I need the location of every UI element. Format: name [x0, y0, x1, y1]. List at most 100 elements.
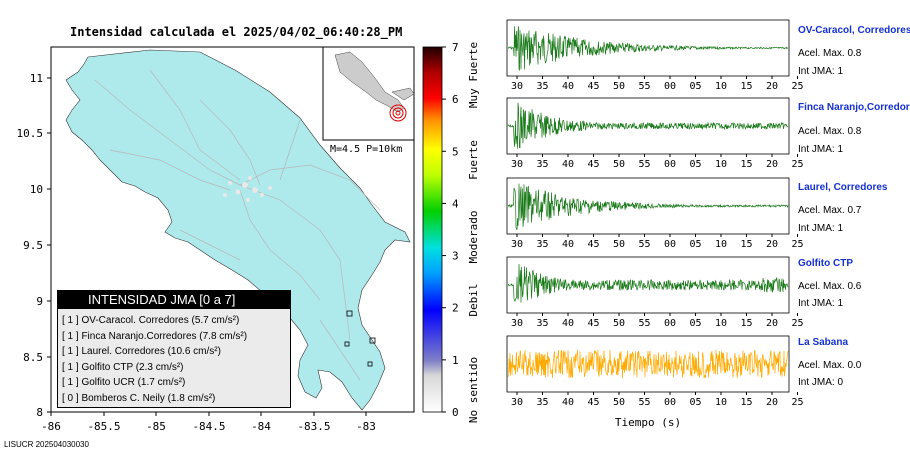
- legend-item: [ 1 ] Golfito CTP (2.3 cm/s²): [62, 361, 184, 373]
- waveform-x-tick-label: 25: [791, 397, 803, 408]
- map-y-tick-label: 10.5: [17, 127, 44, 140]
- waveform-x-tick-label: 00: [664, 159, 676, 170]
- waveform-x-tick-label: 50: [613, 318, 625, 329]
- waveform-x-tick-label: 35: [536, 81, 548, 92]
- colorbar-tick-label: 6: [452, 93, 459, 106]
- station-name: Laurel, Corredores: [798, 182, 888, 193]
- map-y-tick-label: 11: [30, 72, 43, 85]
- waveform-x-tick-label: 15: [740, 159, 752, 170]
- colorbar-category-label: Muy Fuerte: [467, 42, 480, 108]
- waveform-x-tick-label: 55: [638, 81, 650, 92]
- waveform-trace: [507, 102, 789, 149]
- waveform-x-tick-label: 55: [638, 239, 650, 250]
- colorbar-category-label: Moderado: [467, 211, 480, 264]
- waveform-x-tick-label: 00: [664, 397, 676, 408]
- waveform-x-tick-label: 40: [562, 81, 574, 92]
- epicenter-marker: [389, 104, 407, 122]
- waveform-x-tick-label: 30: [511, 239, 523, 250]
- waveform-x-tick-label: 20: [766, 81, 778, 92]
- station-name: Golfito CTP: [798, 258, 853, 269]
- waveform-x-tick-label: 45: [587, 318, 599, 329]
- waveform-x-tick-label: 30: [511, 81, 523, 92]
- waveform-x-tick-label: 05: [689, 318, 701, 329]
- colorbar-category-label: Debil: [467, 283, 480, 316]
- waveform-x-tick-label: 50: [613, 159, 625, 170]
- waveform-x-tick-label: 35: [536, 318, 548, 329]
- waveform-x-tick-label: 10: [715, 239, 727, 250]
- waveform-x-tick-label: 45: [587, 397, 599, 408]
- waveform-x-tick-label: 10: [715, 159, 727, 170]
- station-acel: Acel. Max. 0.0: [798, 360, 862, 371]
- waveform-x-tick-label: 00: [664, 81, 676, 92]
- station-acel: Acel. Max. 0.7: [798, 205, 862, 216]
- station-jma: Int JMA: 0: [798, 377, 844, 388]
- waveform-x-tick-label: 50: [613, 81, 625, 92]
- waveform-x-tick-label: 15: [740, 239, 752, 250]
- waveform-x-tick-label: 25: [791, 318, 803, 329]
- waveform-trace: [507, 183, 789, 231]
- waveform-x-tick-label: 55: [638, 159, 650, 170]
- waveform-x-tick-label: 05: [689, 159, 701, 170]
- map-x-tick-label: -86: [41, 420, 61, 433]
- costa-rica-land: [65, 49, 411, 411]
- map-x-tick-label: -84.5: [192, 420, 225, 433]
- station-jma: Int JMA: 1: [798, 144, 844, 155]
- waveform-x-tick-label: 00: [664, 239, 676, 250]
- legend-item: [ 1 ] Golfito UCR (1.7 cm/s²): [62, 377, 186, 388]
- map-y-tick-label: 8.5: [23, 351, 43, 364]
- waveform-x-tick-label: 20: [766, 318, 778, 329]
- legend-title: INTENSIDAD JMA [0 a 7]: [58, 291, 290, 309]
- waveform-x-tick-label: 45: [587, 81, 599, 92]
- waveform-x-tick-label: 15: [740, 397, 752, 408]
- inset-label: M=4.5 P=10km: [330, 144, 402, 155]
- waveform-x-tick-label: 20: [766, 159, 778, 170]
- waveform-x-tick-label: 05: [689, 81, 701, 92]
- waveform-x-tick-label: 05: [689, 397, 701, 408]
- station-jma: Int JMA: 1: [798, 66, 844, 77]
- waveform-x-tick-label: 20: [766, 397, 778, 408]
- colorbar-category-label: Fuerte: [467, 140, 480, 180]
- legend-item: [ 0 ] Bomberos C. Neily (1.8 cm/s²): [62, 392, 216, 404]
- waveform-trace: [507, 349, 789, 379]
- intensity-legend: INTENSIDAD JMA [0 a 7] [ 1 ] OV-Caracol.…: [57, 290, 291, 408]
- colorbar-category-label: No sentido: [467, 357, 480, 423]
- waveform-x-tick-label: 55: [638, 397, 650, 408]
- waveform-x-tick-label: 25: [791, 159, 803, 170]
- station-acel: Acel. Max. 0.8: [798, 48, 862, 59]
- legend-item: [ 1 ] OV-Caracol. Corredores (5.7 cm/s²): [62, 315, 240, 326]
- waveform-x-tick-label: 10: [715, 81, 727, 92]
- colorbar-tick-label: 0: [452, 406, 459, 419]
- waveform-x-tick-label: 55: [638, 318, 650, 329]
- waveform-x-tick-label: 35: [536, 239, 548, 250]
- waveform-x-tick-label: 35: [536, 397, 548, 408]
- waveform-x-tick-label: 30: [511, 397, 523, 408]
- station-acel: Acel. Max. 0.8: [798, 126, 862, 137]
- map-title: Intensidad calculada el 2025/04/02_06:40…: [70, 25, 403, 39]
- waveform-x-tick-label: 45: [587, 159, 599, 170]
- waveform-x-tick-label: 15: [740, 81, 752, 92]
- waveform-trace: [507, 26, 789, 71]
- waveform-x-tick-label: 50: [613, 397, 625, 408]
- map-y-tick-label: 10: [30, 183, 43, 196]
- map-x-tick-label: -85.5: [87, 420, 120, 433]
- legend-item: [ 1 ] Laurel. Corredores (10.6 cm/s²): [62, 346, 221, 357]
- colorbar-tick-label: 5: [452, 145, 459, 158]
- waveform-x-tick-label: 00: [664, 318, 676, 329]
- map-y-tick-label: 8: [36, 406, 43, 419]
- legend-item: [ 1 ] Finca Naranjo.Corredores (7.8 cm/s…: [62, 330, 248, 342]
- map-x-tick-label: -83: [356, 420, 376, 433]
- station-acel: Acel. Max. 0.6: [798, 281, 862, 292]
- station-name: La Sabana: [798, 337, 849, 348]
- footer-id: LISUCR 202504030030: [4, 440, 89, 449]
- map-x-tick-label: -85: [146, 420, 166, 433]
- station-name: OV-Caracol, Corredores: [798, 25, 910, 36]
- waveform-x-tick-label: 20: [766, 239, 778, 250]
- waveform-x-tick-label: 30: [511, 318, 523, 329]
- station-jma: Int JMA: 1: [798, 223, 844, 234]
- waveform-x-tick-label: 05: [689, 239, 701, 250]
- map-x-tick-label: -84: [251, 420, 271, 433]
- colorbar-tick-label: 2: [452, 302, 459, 315]
- waveform-x-tick-label: 40: [562, 239, 574, 250]
- waveform-x-tick-label: 15: [740, 318, 752, 329]
